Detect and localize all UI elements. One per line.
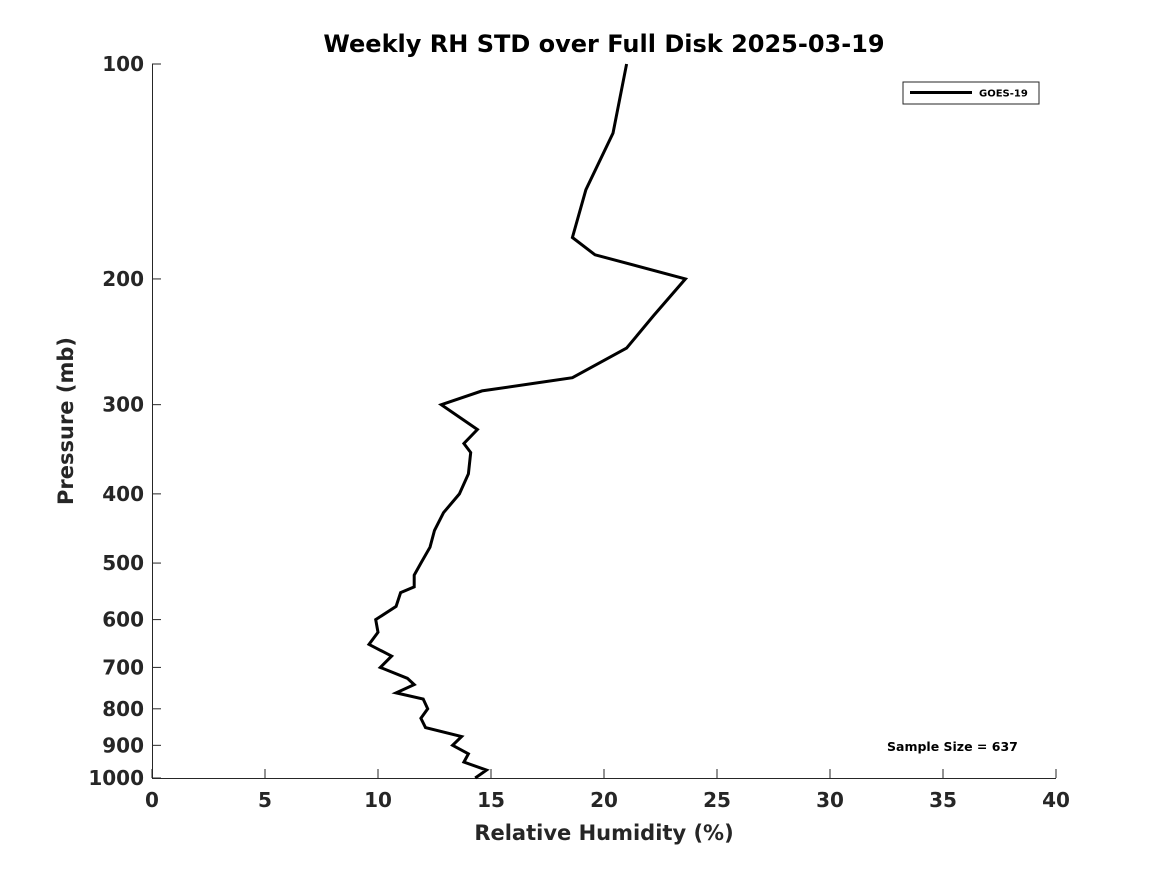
y-tick-label: 100 [102,52,144,76]
y-tick-label: 700 [102,655,144,679]
sample-size-annotation: Sample Size = 637 [887,739,1018,754]
y-tick-label: 900 [102,733,144,757]
x-tick-label: 5 [258,788,272,812]
series-line-goes-19 [366,63,689,780]
x-axis-label: Relative Humidity (%) [474,821,733,845]
y-tick-label: 300 [102,393,144,417]
x-axis-ticks: 0 5 10 15 20 25 30 35 40 [145,769,1070,812]
legend-label-goes-19: GOES-19 [979,89,1028,100]
y-axis-ticks: 100 200 300 400 500 600 700 800 900 1000 [88,52,161,790]
chart-title: Weekly RH STD over Full Disk 2025-03-19 [323,30,884,58]
y-tick-label: 500 [102,551,144,575]
x-tick-label: 15 [477,788,505,812]
legend: GOES-19 [902,81,1040,105]
y-tick-label: 400 [102,482,144,506]
x-tick-label: 10 [364,788,392,812]
y-tick-label: 800 [102,697,144,721]
x-tick-label: 20 [590,788,618,812]
y-tick-label: 1000 [88,766,144,790]
x-tick-label: 30 [816,788,844,812]
y-axis-label: Pressure (mb) [54,337,78,505]
x-tick-label: 35 [929,788,957,812]
y-tick-label: 200 [102,267,144,291]
x-tick-label: 0 [145,788,159,812]
x-tick-label: 25 [703,788,731,812]
y-tick-label: 600 [102,608,144,632]
x-tick-label: 40 [1042,788,1070,812]
